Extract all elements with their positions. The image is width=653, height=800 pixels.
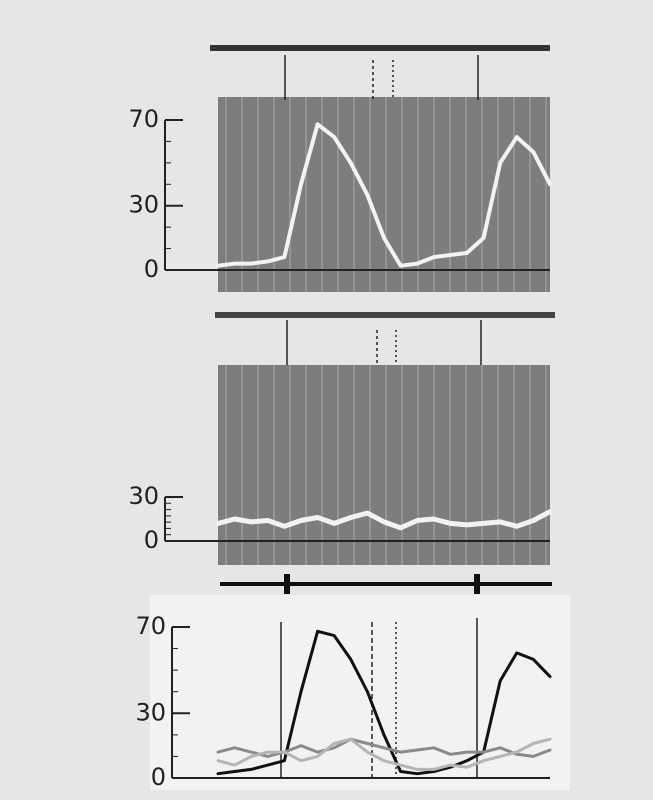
event-strip [210,45,550,51]
event-strip [220,582,552,586]
figure: 0 30 70 0 30 0 30 70 [0,0,653,796]
y-tick-label: 70 [135,612,166,640]
trace-panel [150,595,570,790]
y-tick-label: 30 [128,191,159,219]
y-tick-label: 0 [144,526,159,554]
y-tick-label: 0 [151,763,166,791]
y-tick-label: 30 [128,482,159,510]
y-tick-label: 30 [135,698,166,726]
trace-panel [218,365,550,565]
y-tick-label: 0 [144,255,159,283]
event-strip [215,312,555,318]
event-marker [474,574,480,594]
page: {"chart_data": [ {"type": "line", "categ… [0,0,653,796]
event-marker [284,574,290,594]
y-tick-label: 70 [128,105,159,133]
